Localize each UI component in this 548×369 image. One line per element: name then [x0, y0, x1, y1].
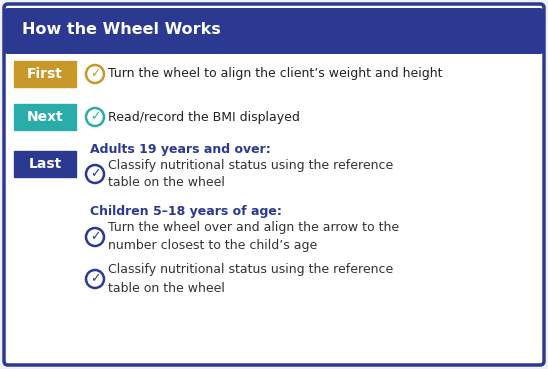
- Text: Children 5–18 years of age:: Children 5–18 years of age:: [90, 204, 282, 217]
- Text: ✓: ✓: [90, 168, 100, 180]
- Bar: [14, 61, 76, 87]
- Bar: [14, 104, 76, 130]
- Text: First: First: [27, 67, 63, 81]
- Text: ✓: ✓: [90, 272, 100, 286]
- FancyBboxPatch shape: [4, 4, 544, 365]
- Circle shape: [86, 165, 104, 183]
- Bar: [14, 151, 76, 177]
- Text: Classify nutritional status using the reference
table on the wheel: Classify nutritional status using the re…: [108, 263, 393, 294]
- Circle shape: [86, 65, 104, 83]
- Text: Turn the wheel to align the client’s weight and height: Turn the wheel to align the client’s wei…: [108, 68, 442, 80]
- Text: How the Wheel Works: How the Wheel Works: [22, 21, 221, 37]
- Circle shape: [86, 108, 104, 126]
- Bar: [8, 16, 540, 46]
- Text: Last: Last: [28, 157, 61, 171]
- Text: ✓: ✓: [90, 231, 100, 244]
- Text: Turn the wheel over and align the arrow to the
number closest to the child’s age: Turn the wheel over and align the arrow …: [108, 221, 399, 252]
- Text: Read/record the BMI displayed: Read/record the BMI displayed: [108, 110, 300, 124]
- Text: Next: Next: [27, 110, 64, 124]
- Text: Adults 19 years and over:: Adults 19 years and over:: [90, 144, 271, 156]
- Circle shape: [86, 270, 104, 288]
- Text: ✓: ✓: [90, 68, 100, 80]
- FancyBboxPatch shape: [4, 8, 544, 54]
- Circle shape: [86, 228, 104, 246]
- Text: Classify nutritional status using the reference
table on the wheel: Classify nutritional status using the re…: [108, 159, 393, 190]
- Text: ✓: ✓: [90, 110, 100, 124]
